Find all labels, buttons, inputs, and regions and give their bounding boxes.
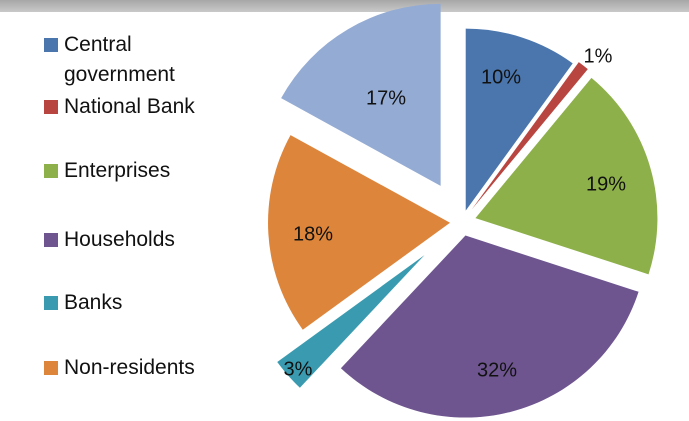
legend-label: National Bank (64, 95, 195, 118)
legend-label: Central government (64, 33, 175, 86)
slice-label-national-bank: 1% (584, 45, 613, 67)
legend-swatch (44, 361, 58, 375)
legend-swatch (44, 233, 58, 247)
legend-label: Non-residents (64, 356, 195, 379)
slice-label-other: 17% (366, 87, 406, 109)
pie-slice-central-government (465, 28, 573, 211)
legend-label: Banks (64, 291, 123, 314)
legend-item-non-residents: Non-residents (44, 353, 224, 383)
pie-slice-other (281, 3, 441, 186)
legend-item-national-bank: National Bank (44, 92, 224, 122)
slice-label-households: 32% (477, 359, 517, 381)
chart-legend: Central government National Bank Enterpr… (44, 30, 274, 390)
legend-label: Enterprises (64, 159, 171, 182)
legend-swatch (44, 296, 58, 310)
legend-swatch (44, 164, 58, 178)
slice-label-non-residents: 18% (293, 223, 333, 245)
pie-slice-households (340, 235, 639, 418)
legend-swatch (44, 38, 58, 52)
slice-label-central-government: 10% (481, 66, 521, 88)
pie-slice-national-bank (471, 62, 588, 210)
slice-label-enterprises: 19% (586, 173, 626, 195)
legend-swatch (44, 100, 58, 114)
pie-slice-banks (277, 255, 425, 388)
legend-item-banks: Banks (44, 288, 224, 318)
pie-slice-non-residents (268, 135, 451, 330)
title-bar-strip (0, 0, 689, 12)
legend-label: Households (64, 228, 175, 251)
legend-item-central-government: Central government (44, 30, 224, 90)
legend-item-households: Households (44, 225, 224, 255)
pie-slice-enterprises (475, 77, 658, 275)
legend-item-enterprises: Enterprises (44, 156, 224, 186)
slice-label-banks: 3% (284, 358, 313, 380)
